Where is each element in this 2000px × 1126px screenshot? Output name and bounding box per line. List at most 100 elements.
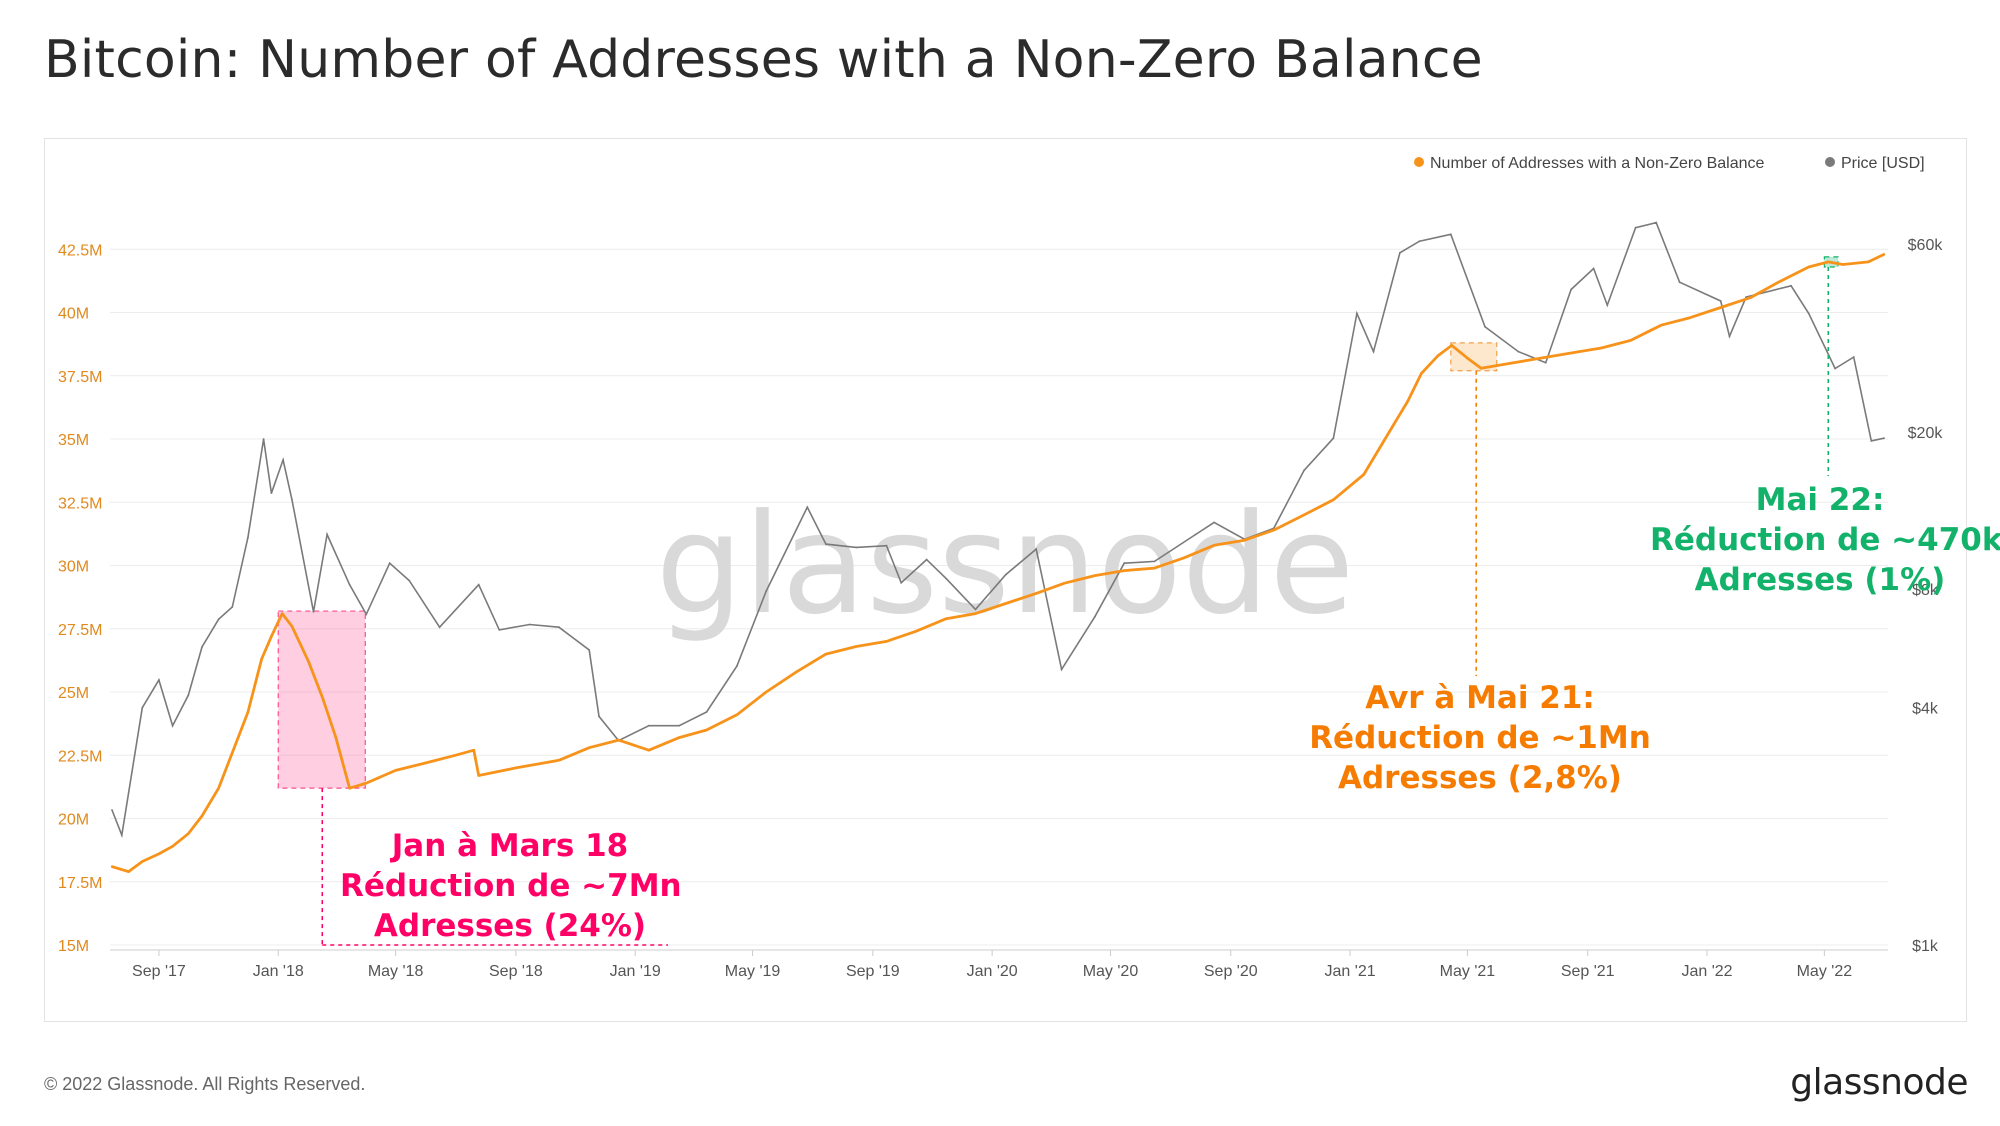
addresses-data-point xyxy=(334,736,338,739)
price-data-point xyxy=(282,459,285,461)
annotation-line: Adresses (24%) xyxy=(373,908,647,944)
addresses-data-point xyxy=(588,746,591,749)
gridlines xyxy=(110,248,1888,946)
addresses-data-point xyxy=(1243,539,1246,542)
addresses-data-point xyxy=(472,749,476,752)
plot-lines xyxy=(110,221,1886,873)
price-data-point xyxy=(705,711,708,713)
price-data-point xyxy=(1356,312,1358,315)
y-right-tick-label: $1k xyxy=(1912,938,1939,955)
price-data-point xyxy=(1719,300,1722,302)
price-data-point xyxy=(438,626,441,629)
annotation-line: Réduction de ~7Mn xyxy=(340,868,682,904)
addresses-data-point xyxy=(348,786,351,790)
price-data-point xyxy=(1834,367,1837,370)
y-left-tick-label: 17.5M xyxy=(58,875,102,892)
price-data-point xyxy=(1399,251,1401,254)
addresses-data-point xyxy=(944,617,948,620)
price-data-point xyxy=(120,834,123,837)
addresses-data-point xyxy=(1479,367,1483,370)
price-data-point xyxy=(1883,437,1885,440)
addresses-data-point xyxy=(290,625,294,628)
price-data-point xyxy=(736,665,738,667)
addresses-data-point xyxy=(1420,372,1423,375)
addresses-data-point xyxy=(735,713,739,716)
x-tick-label: May '21 xyxy=(1440,963,1496,980)
price-data-point xyxy=(1634,226,1637,229)
price-data-point xyxy=(388,562,391,565)
addresses-data-point xyxy=(617,738,620,742)
x-axis: Sep '17 Jan '18 May '18 Sep '18 Jan '19 May '… xyxy=(110,949,1888,980)
addresses-data-point xyxy=(246,711,250,714)
y-left-tick-label: 32.5M xyxy=(58,495,102,512)
legend[interactable]: Number of Addresses with a Non-Zero Bala… xyxy=(1414,155,1925,172)
price-data-point xyxy=(588,649,591,651)
price-data-point xyxy=(824,543,827,545)
y-left-tick-label: 35M xyxy=(58,432,89,449)
addresses-data-point xyxy=(1569,351,1573,355)
price-data-point xyxy=(1303,469,1306,472)
price-data-point xyxy=(270,492,273,495)
addresses-data-point xyxy=(171,845,174,848)
price-data-point xyxy=(1194,533,1197,536)
price-data-point xyxy=(1655,221,1658,224)
addresses-data-point xyxy=(157,852,161,856)
price-data-point xyxy=(1517,350,1520,353)
price-data-point xyxy=(1004,573,1007,576)
addresses-data-point xyxy=(514,766,518,770)
addresses-data-point xyxy=(1392,422,1396,426)
addresses-data-point xyxy=(141,860,144,863)
addresses-data-point xyxy=(187,832,190,835)
addresses-data-point xyxy=(1272,528,1275,532)
price-data-point xyxy=(558,626,560,629)
y-right-tick-label: $4k xyxy=(1912,701,1939,718)
price-data-point xyxy=(262,438,265,440)
x-tick-label: Sep '17 xyxy=(132,963,186,980)
addresses-data-point xyxy=(1332,498,1335,501)
legend-price-label: Price [USD] xyxy=(1841,155,1925,172)
addresses-data-point xyxy=(1063,582,1066,585)
x-tick-label: May '19 xyxy=(725,963,781,980)
addresses-data-point xyxy=(1302,513,1306,517)
addresses-data-point xyxy=(1122,569,1126,572)
y-left-axis: 15M 17.5M 20M 22.5M 25M 27.5M 30M 32.5M 35M 37.5M… xyxy=(58,242,102,955)
addresses-data-point xyxy=(557,759,561,762)
price-data-point xyxy=(111,809,113,811)
addresses-data-point xyxy=(307,660,310,663)
addresses-data-point xyxy=(200,814,204,818)
x-tick-label: Sep '19 xyxy=(846,963,900,980)
price-data-point xyxy=(1035,548,1038,550)
x-tick-label: Sep '21 xyxy=(1561,963,1615,980)
price-data-point xyxy=(885,544,888,547)
y-right-tick-label: $60k xyxy=(1908,237,1944,254)
price-data-point xyxy=(1544,361,1547,364)
price-data-point xyxy=(1153,560,1156,563)
annotation-line: Adresses (2,8%) xyxy=(1338,760,1622,796)
price-data-point xyxy=(201,646,203,648)
addresses-data-point xyxy=(1153,566,1156,570)
x-tick-label: May '22 xyxy=(1797,963,1853,980)
addresses-data-point xyxy=(1882,253,1886,256)
addresses-data-point xyxy=(1004,602,1008,605)
glassnode-logo[interactable]: glassnode xyxy=(1790,1062,1968,1103)
price-data-point xyxy=(1213,521,1216,524)
addresses-data-point xyxy=(1867,260,1870,264)
watermark-text: glassnode xyxy=(656,484,1355,645)
addresses-data-point xyxy=(1436,354,1440,357)
addresses-data-point xyxy=(1406,399,1409,403)
addresses-data-point xyxy=(1659,323,1663,327)
addresses-data-point xyxy=(1719,306,1722,309)
addresses-data-point xyxy=(914,630,918,633)
addresses-data-point xyxy=(270,635,273,638)
addresses-data-point xyxy=(394,769,397,772)
addresses-data-point xyxy=(765,690,768,694)
price-data-point xyxy=(1852,356,1855,358)
addresses-data-point xyxy=(795,670,798,673)
price-data-point xyxy=(141,706,144,709)
x-tick-label: Jan '19 xyxy=(610,963,661,980)
x-tick-label: Jan '18 xyxy=(253,963,304,980)
annotation-line: Réduction de ~1Mn xyxy=(1309,720,1651,756)
addresses-data-point xyxy=(1841,263,1845,266)
annotation-line: Mai 22: xyxy=(1755,482,1885,518)
addresses-data-point xyxy=(321,695,324,699)
